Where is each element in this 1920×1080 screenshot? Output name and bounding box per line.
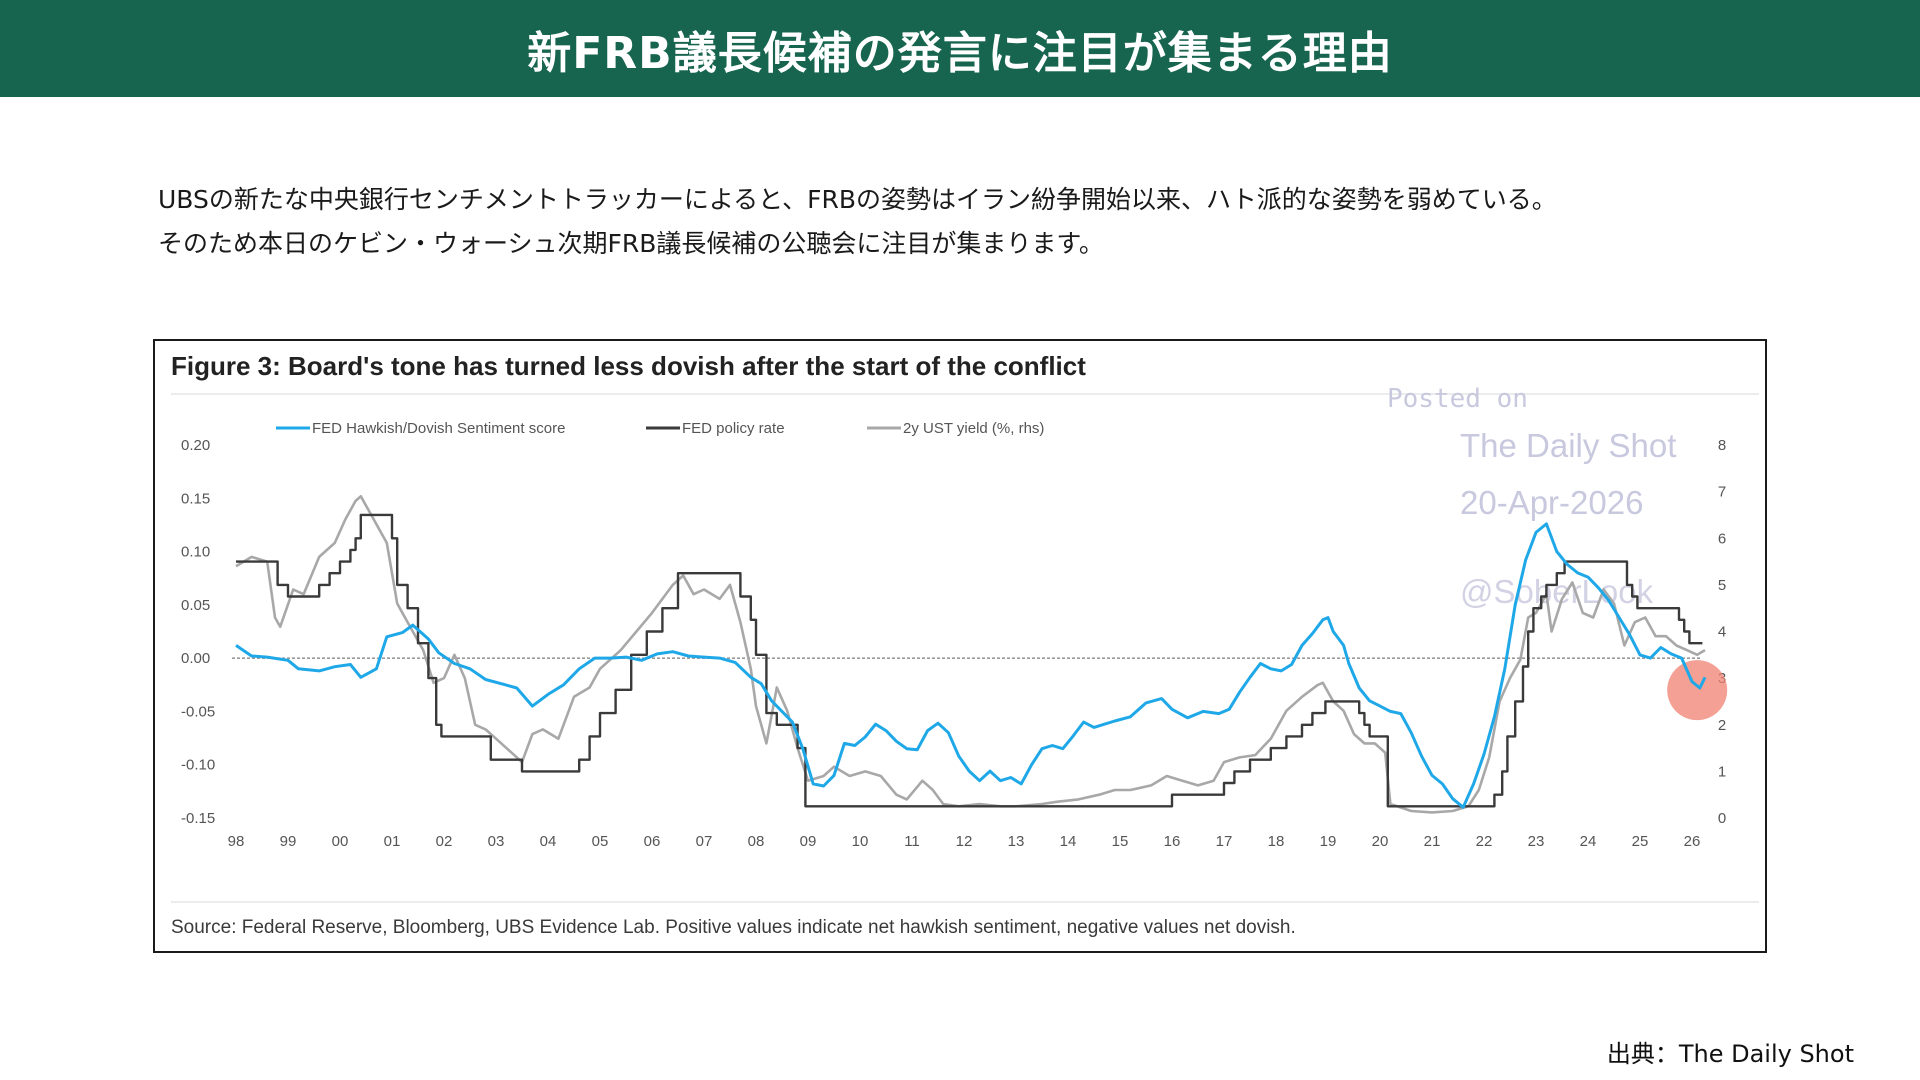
x-tick-label: 14 <box>1060 833 1077 850</box>
x-tick-label: 01 <box>384 833 401 850</box>
body-line-1: UBSの新たな中央銀行センチメントトラッカーによると、FRBの姿勢はイラン紛争開… <box>158 185 1557 214</box>
y-right-tick-label: 7 <box>1718 484 1726 501</box>
x-tick-label: 12 <box>956 833 973 850</box>
header-bar: 新FRB議長候補の発言に注目が集まる理由 <box>0 0 1920 97</box>
x-tick-label: 99 <box>280 833 297 850</box>
chart-title: Figure 3: Board's tone has turned less d… <box>171 351 1086 381</box>
x-tick-label: 06 <box>644 833 661 850</box>
x-tick-label: 15 <box>1112 833 1129 850</box>
watermark-the-daily-shot: The Daily Shot <box>1460 427 1676 464</box>
x-tick-label: 98 <box>228 833 245 850</box>
series-line-ust-2y <box>235 495 1706 814</box>
x-tick-label: 05 <box>592 833 609 850</box>
series-line-sentiment <box>235 522 1707 809</box>
x-tick-label: 20 <box>1372 833 1389 850</box>
x-tick-label: 02 <box>436 833 453 850</box>
x-tick-label: 00 <box>332 833 349 850</box>
chart-source: Source: Federal Reserve, Bloomberg, UBS … <box>171 917 1296 938</box>
source-credit: 出典：The Daily Shot <box>1606 1040 1854 1068</box>
body-line-2: そのため本日のケビン・ウォーシュ次期FRB議長候補の公聴会に注目が集まります。 <box>158 229 1104 258</box>
y-right-tick-label: 4 <box>1718 624 1726 641</box>
x-tick-label: 24 <box>1580 833 1597 850</box>
x-tick-label: 26 <box>1684 833 1701 850</box>
legend-ust-2y-label: 2y UST yield (%, rhs) <box>903 420 1044 437</box>
legend-sentiment-label: FED Hawkish/Dovish Sentiment score <box>312 420 565 437</box>
x-tick-label: 04 <box>540 833 557 850</box>
x-tick-label: 03 <box>488 833 505 850</box>
watermark-posted-on: Posted on <box>1387 384 1528 414</box>
highlight-circle <box>1667 660 1728 721</box>
y-left-tick-label: -0.15 <box>181 810 215 827</box>
body-text: UBSの新たな中央銀行センチメントトラッカーによると、FRBの姿勢はイラン紛争開… <box>158 178 1858 266</box>
y-left-tick-label: -0.10 <box>181 757 215 774</box>
x-tick-label: 08 <box>748 833 765 850</box>
legend-policy-rate-label: FED policy rate <box>682 420 785 437</box>
y-right-tick-label: 0 <box>1718 810 1726 827</box>
x-tick-label: 18 <box>1268 833 1285 850</box>
x-tick-label: 16 <box>1164 833 1181 850</box>
title-separator <box>171 393 1759 395</box>
y-right-tick-label: 1 <box>1718 763 1726 780</box>
watermark-date: 20-Apr-2026 <box>1460 484 1643 521</box>
y-left-tick-label: 0.05 <box>181 597 210 614</box>
x-tick-label: 23 <box>1528 833 1545 850</box>
x-tick-label: 17 <box>1216 833 1233 850</box>
y-right-tick-label: 2 <box>1718 717 1726 734</box>
chart-plot: 0.20 0.15 0.10 0.05 0.00 -0.05 -0.10 -0.15 8 7 6 5 4… <box>181 384 1728 850</box>
x-tick-label: 13 <box>1008 833 1025 850</box>
y-right-tick-label: 6 <box>1718 530 1726 547</box>
y-left-tick-label: -0.05 <box>181 703 215 720</box>
y-right-tick-label: 8 <box>1718 437 1726 454</box>
y-left-tick-label: 0.10 <box>181 544 210 561</box>
source-separator <box>171 901 1759 903</box>
y-right-tick-label: 5 <box>1718 577 1726 594</box>
y-left-tick-label: 0.00 <box>181 650 210 667</box>
x-tick-label: 07 <box>696 833 713 850</box>
y-left-tick-label: 0.15 <box>181 490 210 507</box>
x-tick-label: 19 <box>1320 833 1337 850</box>
y-left-tick-label: 0.20 <box>181 437 210 454</box>
x-tick-label: 11 <box>904 833 920 850</box>
x-tick-label: 10 <box>852 833 869 850</box>
x-tick-label: 22 <box>1476 833 1493 850</box>
chart-frame: Figure 3: Board's tone has turned less d… <box>153 339 1767 953</box>
page-title: 新FRB議長候補の発言に注目が集まる理由 <box>527 27 1393 79</box>
x-tick-label: 09 <box>800 833 817 850</box>
x-tick-label: 25 <box>1632 833 1649 850</box>
x-tick-label: 21 <box>1424 833 1441 850</box>
